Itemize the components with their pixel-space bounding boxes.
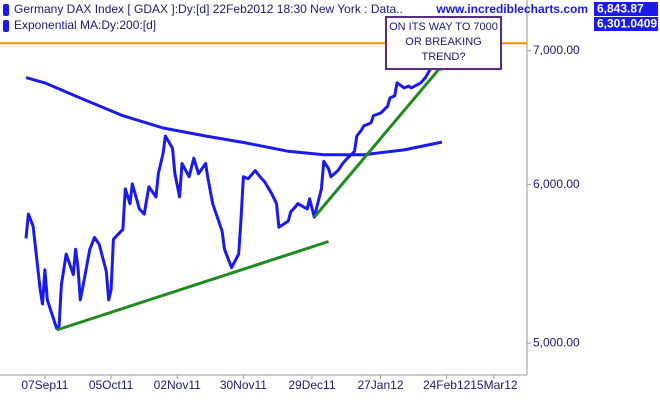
x-tick-label: 07Sep11 — [21, 378, 68, 392]
legend-swatch — [3, 20, 9, 32]
x-tick-label: 05Oct11 — [89, 378, 134, 392]
last-value-box — [594, 2, 658, 16]
legend-swatch — [3, 4, 9, 16]
x-tick-label: 29Dec11 — [288, 378, 335, 392]
x-tick-label: 30Nov11 — [220, 378, 267, 392]
x-tick-label: 24Feb12 — [423, 378, 471, 392]
trend-line — [313, 64, 444, 219]
legend-label: Germany DAX Index [ GDAX ]:Dy:[d] 22Feb2… — [14, 2, 403, 16]
watermark: www.incrediblecharts.com — [435, 2, 588, 16]
y-tick-label: 7,000.00 — [533, 43, 580, 57]
last-value-box — [594, 17, 658, 31]
annotation: ON ITS WAY TO 7000 OR BREAKING TREND? — [385, 16, 502, 70]
series-line — [25, 76, 443, 157]
y-tick-label: 5,000.00 — [533, 335, 580, 349]
last-value-label: 6,843.87 — [597, 2, 644, 16]
trend-line — [56, 240, 329, 332]
series-line — [24, 56, 444, 330]
x-tick-label: 02Nov11 — [154, 378, 201, 392]
y-tick-label: 6,000.00 — [533, 177, 580, 191]
x-tick-label: 15Mar12 — [470, 378, 518, 392]
last-value-label: 6,301.0409 — [597, 17, 657, 31]
legend-label: Exponential MA:Dy:200:[d] — [14, 18, 156, 32]
x-tick-label: 27Jan12 — [357, 378, 403, 392]
